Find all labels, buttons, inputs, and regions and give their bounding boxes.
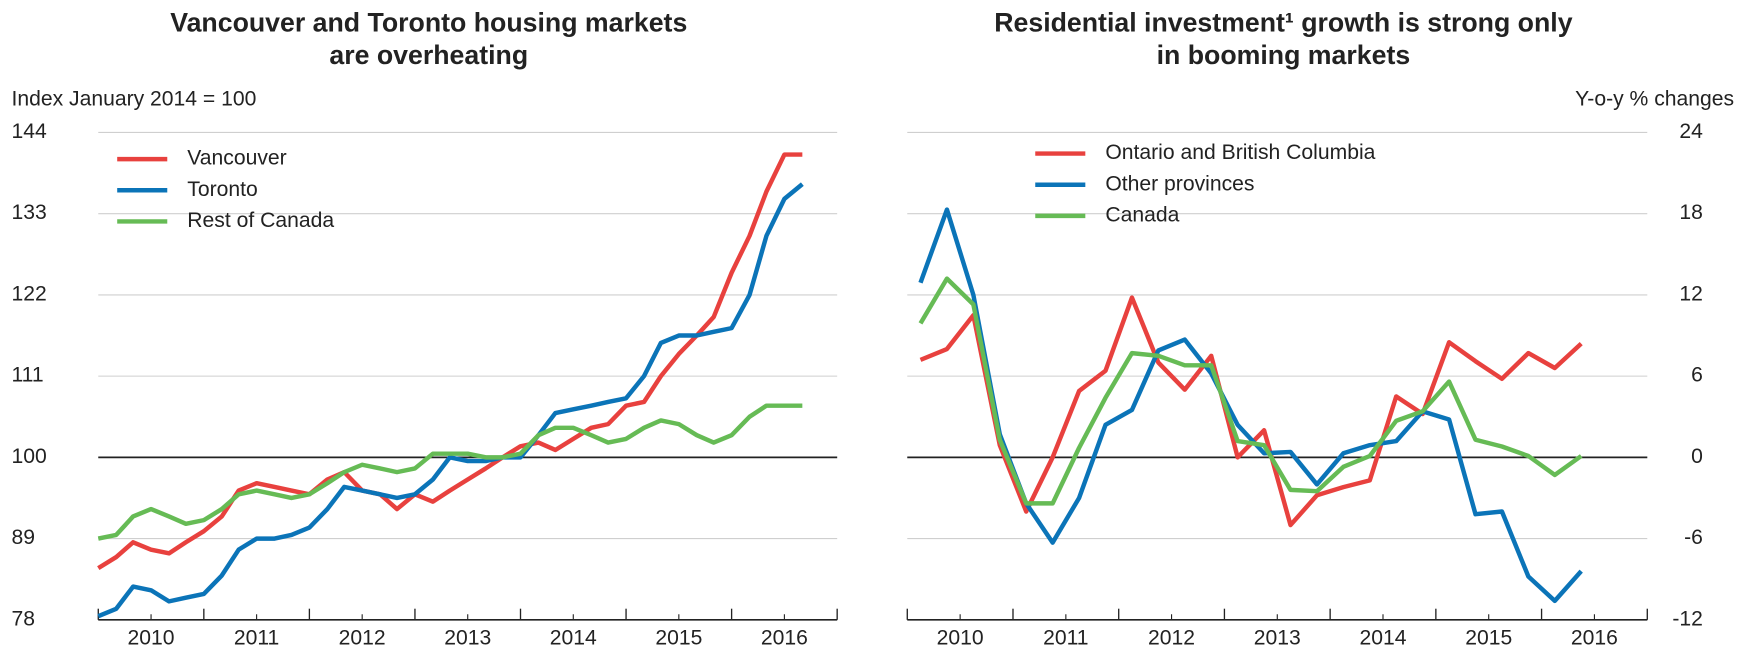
chart-title: Residential investment¹ growth is strong… xyxy=(994,8,1572,38)
y-tick-label: 24 xyxy=(1679,120,1703,143)
x-tick-label: 2013 xyxy=(444,626,491,649)
legend-label: Other provinces xyxy=(1105,172,1254,195)
x-tick-label: 2016 xyxy=(1571,626,1618,649)
legend-label: Ontario and British Columbia xyxy=(1105,141,1375,164)
y-tick-label: -12 xyxy=(1672,607,1703,630)
x-tick-label: 2015 xyxy=(1465,626,1512,649)
y-axis-label: Y-o-y % changes xyxy=(1575,88,1734,111)
legend-label: Vancouver xyxy=(187,147,286,170)
series-line xyxy=(918,276,1583,506)
y-tick-label: 133 xyxy=(11,201,46,224)
chart-title: Vancouver and Toronto housing markets xyxy=(170,8,687,38)
y-tick-label: 100 xyxy=(11,445,46,468)
x-tick-label: 2010 xyxy=(128,626,175,649)
x-tick-label: 2012 xyxy=(1148,626,1195,649)
legend-label: Toronto xyxy=(187,178,257,201)
x-tick-label: 2011 xyxy=(234,626,279,649)
x-tick-label: 2010 xyxy=(937,626,984,649)
x-tick-label: 2014 xyxy=(550,626,597,649)
series-line xyxy=(918,207,1583,604)
y-tick-label: 18 xyxy=(1679,201,1703,224)
x-tick-label: 2015 xyxy=(655,626,702,649)
series-line xyxy=(97,152,803,571)
series-line xyxy=(97,182,804,619)
x-tick-label: 2014 xyxy=(1359,626,1406,649)
y-tick-label: 89 xyxy=(11,526,35,549)
x-tick-label: 2011 xyxy=(1043,626,1088,649)
x-tick-label: 2016 xyxy=(761,626,808,649)
chart-title: are overheating xyxy=(329,40,528,70)
chart-title: in booming markets xyxy=(1157,40,1411,70)
y-tick-label: 144 xyxy=(11,120,46,143)
series-line xyxy=(97,403,803,541)
x-tick-label: 2013 xyxy=(1254,626,1301,649)
y-tick-label: 0 xyxy=(1691,445,1703,468)
y-tick-label: 6 xyxy=(1691,364,1703,387)
y-tick-label: 78 xyxy=(11,607,35,630)
y-tick-label: 111 xyxy=(11,364,43,387)
y-tick-label: 122 xyxy=(11,282,46,305)
y-tick-label: -6 xyxy=(1684,526,1703,549)
legend-label: Canada xyxy=(1105,203,1179,226)
y-tick-label: 12 xyxy=(1679,282,1703,305)
x-tick-label: 2012 xyxy=(339,626,386,649)
legend-label: Rest of Canada xyxy=(187,209,334,232)
y-axis-label: Index January 2014 = 100 xyxy=(11,88,256,111)
